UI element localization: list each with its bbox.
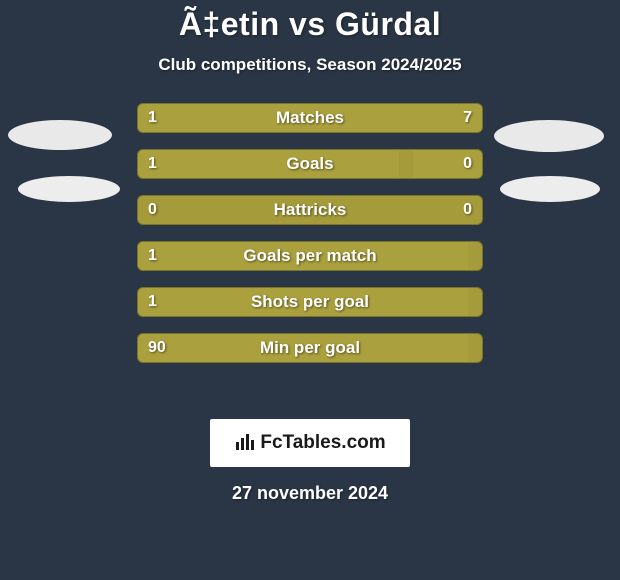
stat-bar-left-segment (138, 334, 468, 362)
stat-value-left: 90 (138, 334, 176, 362)
avatar-player-right-small (500, 176, 600, 202)
stat-value-right (462, 334, 482, 362)
snapshot-date: 27 november 2024 (0, 483, 620, 504)
stat-bar-right-segment (200, 104, 482, 132)
stat-value-left: 1 (138, 288, 167, 316)
stat-bar-left-segment (138, 288, 468, 316)
stat-value-right: 0 (453, 196, 482, 224)
stat-value-right (462, 242, 482, 270)
stat-value-right (462, 288, 482, 316)
stat-value-left: 1 (138, 150, 167, 178)
stat-bar: 1Shots per goal (137, 287, 483, 317)
avatar-player-left-large (8, 120, 112, 150)
stat-bar: 10Goals (137, 149, 483, 179)
competition-subtitle: Club competitions, Season 2024/2025 (0, 55, 620, 75)
stat-value-left: 0 (138, 196, 167, 224)
stat-value-left: 1 (138, 104, 167, 132)
comparison-title: Ã‡etin vs Gürdal (0, 0, 620, 43)
stat-bar: 1Goals per match (137, 241, 483, 271)
stat-bar: 0 0Hattricks (137, 195, 483, 225)
fctables-logo-text: FcTables.com (260, 432, 385, 454)
avatar-player-right-large (494, 120, 604, 152)
stat-bar: 17Matches (137, 103, 483, 133)
stat-value-right: 7 (453, 104, 482, 132)
fctables-logo: FcTables.com (210, 419, 410, 467)
stat-bar-left-segment (138, 150, 399, 178)
stat-bar: 90Min per goal (137, 333, 483, 363)
chart-icon (234, 430, 256, 457)
stat-value-left: 1 (138, 242, 167, 270)
avatar-player-left-small (18, 176, 120, 202)
stat-label: Hattricks (138, 196, 482, 224)
stat-value-right: 0 (453, 150, 482, 178)
stat-bar-left-segment (138, 242, 468, 270)
